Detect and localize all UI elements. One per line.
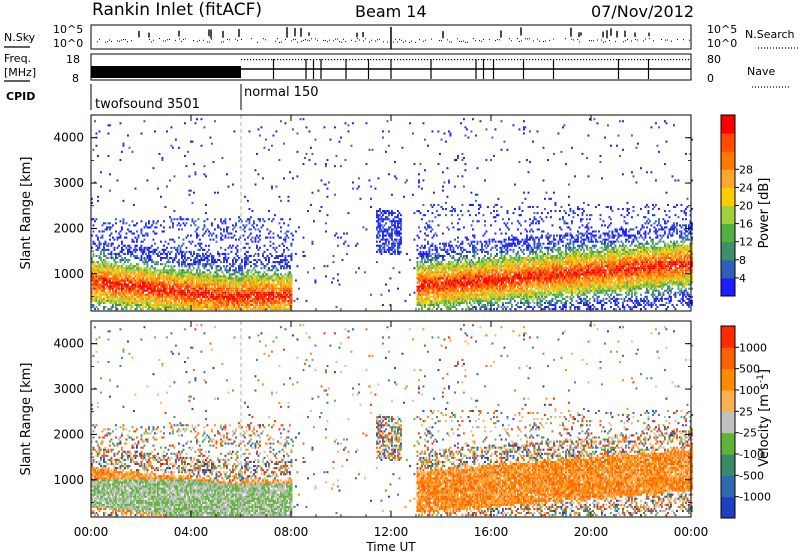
freq-label-line1: Freq. [4, 52, 31, 65]
status-panel-freq: Freq. [MHz] 18 8 80 0 Nave [4, 52, 790, 87]
y-tick-label: 1000 [53, 473, 84, 487]
freq-label-line2: [MHz] [4, 66, 36, 79]
colorbar-tick-label: 25 [739, 405, 753, 418]
x-tick-label: 08:00 [274, 525, 309, 539]
colorbar-tick-label: 1000 [739, 341, 767, 354]
velocity-colorbar-label: Velocity [m s-1] [756, 369, 772, 467]
colorbar-swatch [721, 326, 735, 348]
cpid-row: CPID twofsound 3501 normal 150 [6, 84, 319, 112]
y-tick-label: 4000 [53, 337, 84, 351]
y-tick-label: 1000 [53, 267, 84, 281]
colorbar-tick-label: 8 [739, 254, 746, 267]
x-axis-label: Time UT [365, 540, 416, 554]
x-tick-label: 12:00 [374, 525, 409, 539]
x-tick-label: 00:00 [674, 525, 709, 539]
y-tick-label: 4000 [53, 131, 84, 145]
date-title: 07/Nov/2012 [591, 2, 694, 21]
power-colorbar: 4 8 12 16 20 24 28 [721, 115, 753, 297]
freq-series [91, 59, 691, 79]
cpid-mode-2: normal 150 [244, 85, 319, 100]
nsky-series [91, 27, 690, 49]
cpid-label: CPID [6, 90, 35, 103]
velocity-ylabel: Slant Range [km] [19, 363, 34, 476]
colorbar-swatch [721, 206, 735, 225]
colorbar-swatch [721, 224, 735, 243]
y-tick-label: 2000 [53, 221, 84, 235]
nave-tick-top: 80 [707, 53, 721, 66]
nsearch-tick-bottom: 10^0 [707, 37, 737, 50]
nsky-tick-top: 10^5 [53, 23, 83, 36]
power-ylabel: Slant Range [km] [19, 157, 34, 270]
colorbar-tick-label: -1000 [739, 491, 771, 504]
colorbar-swatch [721, 433, 735, 455]
freq-tick-bottom: 8 [72, 72, 79, 85]
colorbar-swatch [721, 151, 735, 170]
colorbar-swatch [721, 497, 735, 519]
nave-tick-bottom: 0 [707, 72, 714, 85]
freq-tick-top: 18 [66, 53, 80, 66]
colorbar-swatch [721, 454, 735, 476]
colorbar-tick-label: 16 [739, 218, 753, 231]
colorbar-swatch [721, 347, 735, 369]
nsky-label: N.Sky [4, 31, 36, 44]
x-tick-label: 04:00 [174, 525, 209, 539]
colorbar-swatch [721, 411, 735, 433]
y-tick-label: 3000 [53, 176, 84, 190]
colorbar-swatch [721, 115, 735, 134]
colorbar-tick-label: -500 [739, 469, 764, 482]
y-tick-label: 2000 [53, 427, 84, 441]
colorbar-tick-label: 28 [739, 163, 753, 176]
nsearch-label: N.Search [745, 28, 795, 41]
nsky-tick-bottom: 10^0 [53, 37, 83, 50]
power-colorbar-label: Power [dB] [757, 178, 772, 249]
colorbar-tick-label: 20 [739, 200, 753, 213]
colorbar-swatch [721, 169, 735, 188]
colorbar-swatch [721, 390, 735, 412]
colorbar-tick-label: 4 [739, 272, 746, 285]
station-title: Rankin Inlet (fitACF) [92, 0, 262, 20]
colorbar-swatch [721, 260, 735, 279]
x-tick-label: 16:00 [474, 525, 509, 539]
cpid-mode-1: twofsound 3501 [95, 97, 200, 112]
colorbar-tick-label: 24 [739, 181, 753, 194]
colorbar-tick-label: 12 [739, 236, 753, 249]
colorbar-swatch [721, 475, 735, 497]
nave-label: Nave [747, 65, 775, 78]
y-tick-label: 3000 [53, 382, 84, 396]
colorbar-swatch [721, 369, 735, 391]
colorbar-swatch [721, 187, 735, 206]
x-tick-label: 00:00 [74, 525, 109, 539]
colorbar-swatch [721, 242, 735, 261]
colorbar-swatch [721, 133, 735, 152]
colorbar-swatch [721, 278, 735, 297]
colorbar-tick-label: -25 [739, 427, 757, 440]
nsearch-tick-top: 10^5 [707, 23, 737, 36]
status-panel-nsky: N.Sky 10^5 10^0 10^5 10^0 N.Search [4, 23, 798, 50]
x-tick-label: 20:00 [574, 525, 609, 539]
beam-title: Beam 14 [355, 2, 427, 21]
power-panel: 1000 2000 3000 4000 Slant Range [km] 4 8 12 16… [19, 115, 772, 311]
